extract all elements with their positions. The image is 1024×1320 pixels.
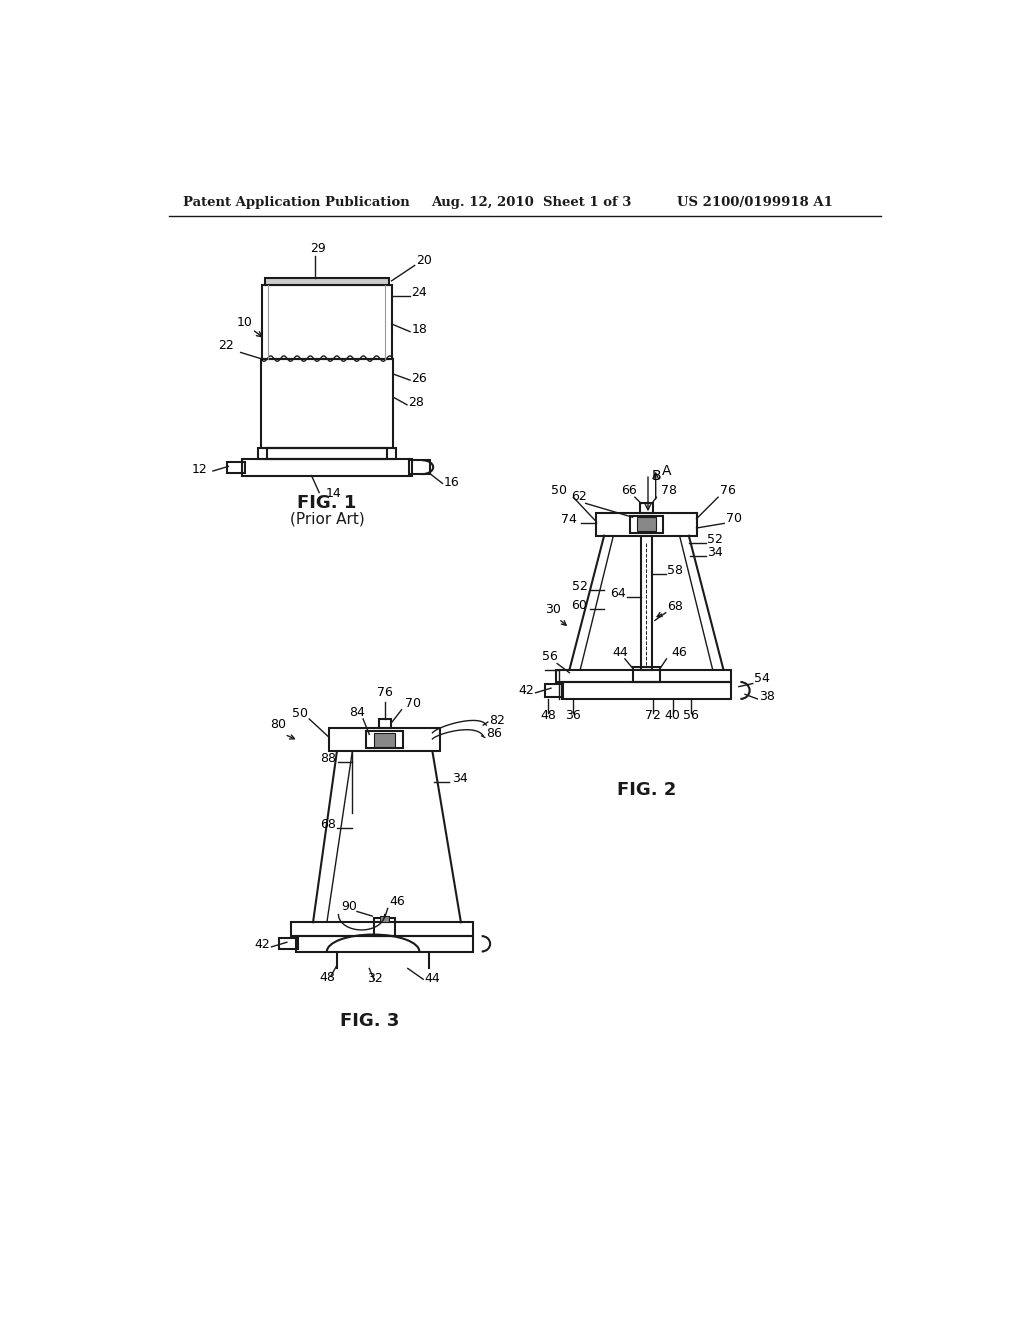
Bar [264, 277, 389, 285]
Text: 80: 80 [270, 718, 287, 731]
Text: 70: 70 [404, 697, 421, 710]
Bar [379, 719, 391, 729]
Text: 58: 58 [668, 564, 683, 577]
Text: 52: 52 [571, 579, 588, 593]
Bar [640, 503, 653, 512]
Text: 76: 76 [720, 484, 735, 498]
Text: 72: 72 [645, 709, 660, 722]
Bar [374, 733, 395, 747]
Text: 42: 42 [518, 684, 535, 697]
Text: FIG. 3: FIG. 3 [340, 1012, 399, 1030]
Text: 66: 66 [621, 484, 637, 498]
Text: 82: 82 [489, 714, 505, 726]
Bar [258, 447, 396, 459]
Text: 78: 78 [662, 484, 677, 498]
Bar [637, 517, 655, 531]
Text: 74: 74 [561, 513, 577, 527]
Text: 50: 50 [552, 484, 567, 498]
Bar [262, 285, 391, 359]
Text: 14: 14 [326, 487, 341, 500]
Text: 84: 84 [349, 706, 365, 719]
Text: 28: 28 [409, 396, 424, 409]
Text: 12: 12 [191, 462, 208, 475]
Bar [296, 936, 473, 952]
Bar [280, 939, 298, 949]
Bar [243, 459, 412, 475]
Bar [596, 512, 696, 536]
Text: 90: 90 [341, 900, 357, 913]
Text: 34: 34 [708, 545, 723, 558]
Text: 68: 68 [668, 599, 683, 612]
Bar [633, 667, 660, 682]
Text: 48: 48 [319, 970, 336, 983]
Text: 88: 88 [319, 752, 336, 766]
Text: 50: 50 [292, 706, 308, 719]
Bar [380, 916, 389, 923]
Text: 30: 30 [545, 603, 560, 615]
Bar [330, 729, 440, 751]
Text: 24: 24 [412, 286, 427, 300]
Text: 86: 86 [486, 727, 502, 741]
Text: 56: 56 [683, 709, 699, 722]
Text: 44: 44 [425, 973, 440, 985]
Text: 44: 44 [612, 645, 628, 659]
Bar [226, 462, 246, 473]
Text: 42: 42 [254, 939, 270, 952]
Text: 34: 34 [453, 772, 468, 785]
Bar [374, 917, 395, 936]
Text: 76: 76 [377, 686, 392, 698]
Text: 62: 62 [571, 490, 588, 503]
Text: Patent Application Publication: Patent Application Publication [183, 195, 410, 209]
Bar [261, 359, 393, 447]
Text: 26: 26 [412, 372, 427, 384]
Text: Aug. 12, 2010  Sheet 1 of 3: Aug. 12, 2010 Sheet 1 of 3 [431, 195, 631, 209]
Text: 46: 46 [389, 895, 406, 908]
Text: 16: 16 [444, 477, 460, 490]
Bar [545, 684, 563, 697]
Text: (Prior Art): (Prior Art) [290, 511, 365, 527]
Text: 32: 32 [368, 973, 383, 985]
Text: US 2100/0199918 A1: US 2100/0199918 A1 [677, 195, 834, 209]
Bar [562, 682, 731, 700]
Text: B: B [652, 469, 662, 483]
Bar [292, 923, 473, 936]
Bar [267, 447, 387, 459]
Text: 46: 46 [671, 645, 687, 659]
Text: 22: 22 [218, 339, 233, 352]
Text: 20: 20 [416, 253, 432, 267]
Text: 10: 10 [237, 317, 253, 329]
Text: 60: 60 [571, 599, 588, 612]
Text: FIG. 2: FIG. 2 [616, 781, 676, 799]
Text: 38: 38 [759, 690, 775, 704]
Text: 54: 54 [755, 672, 770, 685]
Bar [630, 516, 664, 533]
Text: 18: 18 [412, 323, 427, 337]
Text: 64: 64 [610, 587, 626, 601]
Bar [367, 731, 403, 748]
Text: 48: 48 [540, 709, 556, 722]
Text: 40: 40 [665, 709, 681, 722]
Text: 52: 52 [708, 533, 723, 546]
Text: 29: 29 [310, 242, 326, 255]
Bar [641, 536, 652, 669]
Text: A: A [662, 465, 672, 478]
Bar [556, 669, 731, 682]
Text: 56: 56 [542, 651, 557, 664]
Text: FIG. 1: FIG. 1 [297, 495, 356, 512]
Bar [409, 461, 430, 474]
Text: 68: 68 [319, 818, 336, 832]
Text: 70: 70 [726, 512, 741, 525]
Text: 36: 36 [564, 709, 581, 722]
